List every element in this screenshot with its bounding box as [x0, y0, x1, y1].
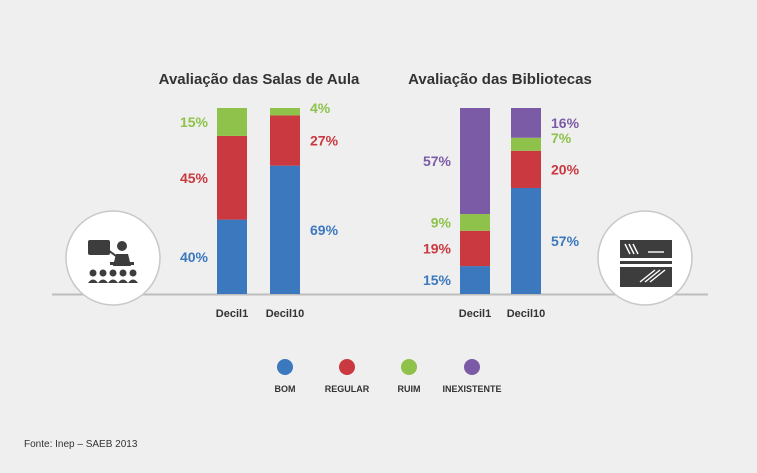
- chart-bibliotecas: Avaliação das Bibliotecas 15% 19% 9% 57% 57%…: [408, 71, 592, 320]
- value-label: 4%: [310, 100, 331, 116]
- classroom-icon: [65, 210, 161, 306]
- source-note: Fonte: Inep – SAEB 2013: [24, 439, 138, 450]
- value-labels-group: 40% 45% 15% 69% 27% 4%: [180, 100, 339, 265]
- legend-label: RUIM: [398, 384, 421, 394]
- chart-title: Avaliação das Salas de Aula: [159, 71, 360, 88]
- library-books-icon: [597, 210, 693, 306]
- category-label: Decil1: [459, 308, 491, 320]
- value-label: 69%: [310, 222, 339, 238]
- value-label: 9%: [431, 214, 452, 230]
- bar-segment-inexistente: [460, 108, 490, 215]
- category-label: Decil1: [216, 308, 248, 320]
- bar-segment-ruim: [460, 214, 490, 231]
- legend-dot-ruim: [401, 359, 417, 375]
- value-label: 15%: [180, 114, 209, 130]
- value-label: 40%: [180, 249, 209, 265]
- legend-dot-inexistente: [464, 359, 480, 375]
- legend: BOM REGULAR RUIM INEXISTENTE: [275, 359, 502, 394]
- value-label: 19%: [423, 240, 452, 256]
- bars-group: [217, 108, 300, 294]
- category-label: Decil10: [266, 308, 305, 320]
- value-label: 7%: [551, 130, 572, 146]
- value-label: 57%: [551, 233, 580, 249]
- bar-segment-ruim: [217, 108, 247, 136]
- legend-dot-regular: [339, 359, 355, 375]
- value-label: 57%: [423, 153, 452, 169]
- bar-segment-bom: [270, 165, 300, 294]
- chart-salas-de-aula: Avaliação das Salas de Aula 40% 45% 15% 69%…: [159, 71, 360, 320]
- value-label: 15%: [423, 272, 452, 288]
- bar-segment-bom: [460, 266, 490, 294]
- bar-segment-ruim: [270, 108, 300, 116]
- bars-group: [460, 108, 541, 294]
- legend-label: BOM: [275, 384, 296, 394]
- value-label: 27%: [310, 133, 339, 149]
- value-label: 45%: [180, 170, 209, 186]
- bar-segment-regular: [460, 230, 490, 267]
- bar-segment-ruim: [511, 137, 541, 151]
- bar-segment-regular: [270, 115, 300, 166]
- bar-segment-regular: [217, 135, 247, 220]
- chart-title: Avaliação das Bibliotecas: [408, 71, 592, 88]
- bar-segment-regular: [511, 150, 541, 188]
- value-labels-group: 15% 19% 9% 57% 57% 20% 7%16%: [423, 115, 580, 288]
- legend-label: INEXISTENTE: [442, 384, 501, 394]
- value-label: 20%: [551, 161, 580, 177]
- legend-label: REGULAR: [325, 384, 370, 394]
- value-label: 16%: [551, 115, 580, 131]
- legend-dot-bom: [277, 359, 293, 375]
- category-label: Decil10: [507, 308, 546, 320]
- bar-segment-bom: [511, 187, 541, 294]
- bar-segment-inexistente: [511, 108, 541, 138]
- bar-segment-bom: [217, 219, 247, 294]
